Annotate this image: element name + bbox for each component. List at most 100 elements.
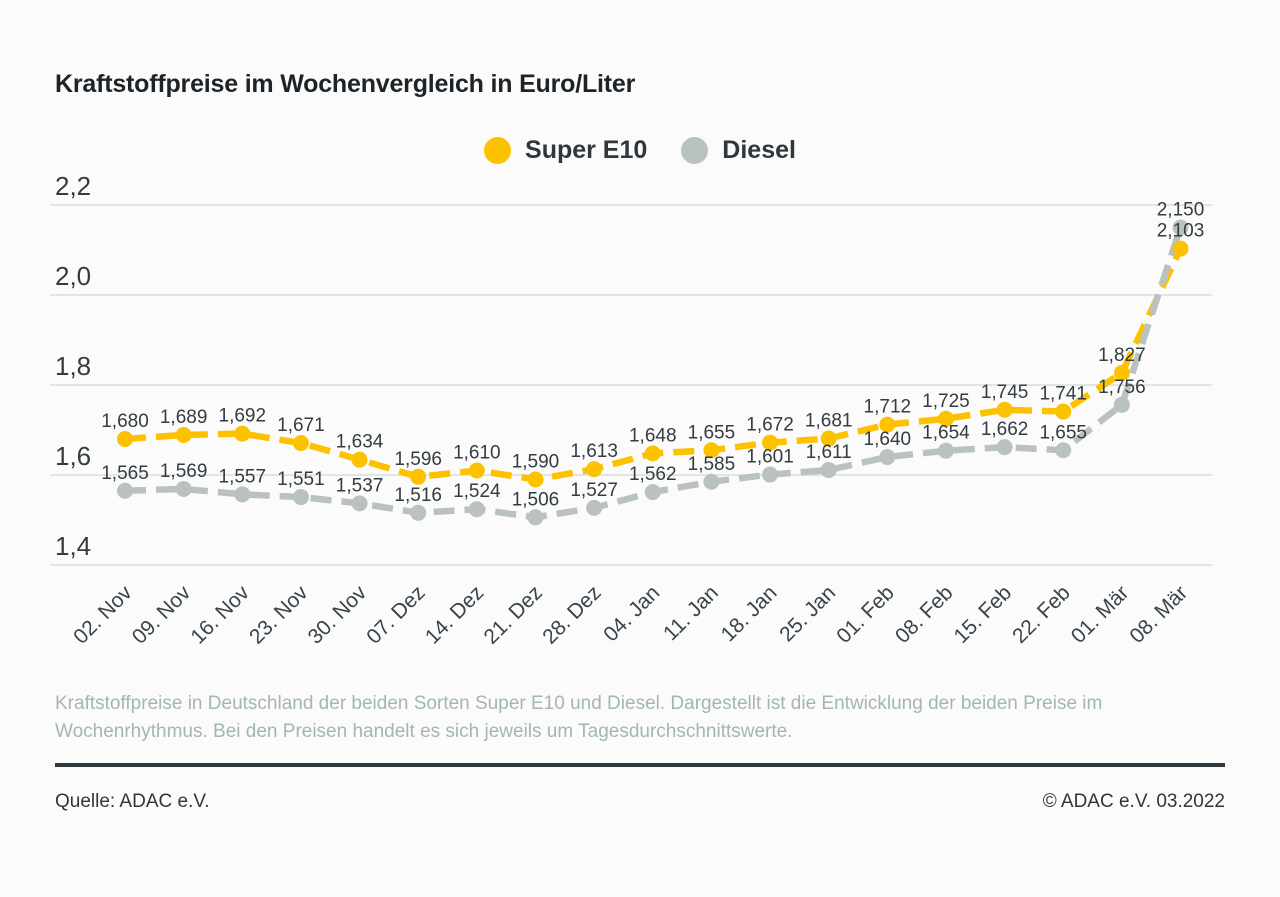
x-axis-tick-label: 30. Nov	[304, 581, 372, 649]
value-label: 1,506	[512, 489, 560, 510]
value-label: 1,692	[219, 406, 267, 427]
data-point-super-e10	[937, 410, 954, 427]
x-axis-tick-label: 22. Feb	[1008, 581, 1075, 648]
data-point-super-e10	[762, 434, 779, 451]
data-point-super-e10	[996, 401, 1013, 418]
chart-legend: Super E10 Diesel	[0, 136, 1280, 165]
value-label: 1,590	[512, 452, 560, 473]
value-label: 1,613	[570, 441, 618, 462]
value-label: 2,150	[1157, 200, 1205, 221]
value-label: 1,569	[160, 461, 208, 482]
legend-label-super-e10: Super E10	[525, 136, 648, 164]
legend-label-diesel: Diesel	[722, 136, 796, 164]
value-label: 1,662	[981, 419, 1029, 440]
value-label: 1,562	[629, 464, 677, 485]
x-axis-tick-label: 02. Nov	[69, 581, 137, 649]
data-point-super-e10	[351, 451, 368, 468]
data-point-super-e10	[1172, 240, 1189, 257]
value-label: 1,680	[101, 411, 149, 432]
value-label: 1,565	[101, 463, 149, 484]
value-label: 1,655	[1039, 422, 1087, 443]
x-axis-tick-label: 16. Nov	[186, 581, 254, 649]
value-label: 1,681	[805, 411, 853, 432]
value-label: 1,524	[453, 481, 501, 502]
data-point-diesel	[351, 495, 368, 512]
data-point-diesel	[468, 501, 485, 518]
data-point-diesel	[292, 489, 309, 506]
value-label: 2,103	[1157, 221, 1205, 242]
x-axis-tick-label: 01. Feb	[832, 581, 899, 648]
y-axis-tick-label: 2,0	[55, 261, 91, 291]
footer-divider	[55, 763, 1225, 767]
data-point-diesel	[879, 449, 896, 465]
value-label: 1,648	[629, 425, 677, 446]
value-label: 1,551	[277, 469, 325, 490]
data-point-diesel	[1055, 442, 1072, 459]
data-point-super-e10	[527, 471, 544, 488]
y-axis-tick-label: 1,8	[55, 351, 91, 381]
data-point-super-e10	[117, 431, 133, 447]
x-axis-tick-label: 23. Nov	[245, 581, 313, 649]
data-point-super-e10	[292, 435, 309, 452]
value-label: 1,655	[688, 422, 736, 443]
x-axis-tick-label: 14. Dez	[421, 581, 488, 648]
value-label: 1,741	[1039, 384, 1087, 405]
data-point-diesel	[234, 486, 251, 503]
data-point-super-e10	[703, 442, 720, 459]
value-label: 1,537	[336, 475, 384, 496]
value-label: 1,516	[394, 485, 442, 506]
data-point-diesel	[1172, 219, 1189, 236]
data-point-diesel	[762, 466, 779, 483]
source-label: Quelle: ADAC e.V.	[55, 791, 210, 812]
data-point-diesel	[1113, 396, 1130, 413]
x-axis-tick-label: 25. Jan	[775, 581, 840, 646]
value-label: 1,634	[336, 432, 384, 453]
value-label: 1,611	[806, 442, 852, 463]
copyright-label: © ADAC e.V. 03.2022	[1042, 791, 1225, 812]
value-label: 1,557	[219, 466, 267, 487]
x-axis-tick-label: 21. Dez	[480, 581, 547, 648]
data-point-super-e10	[468, 462, 485, 479]
x-axis-tick-label: 04. Jan	[599, 581, 664, 646]
value-label: 1,610	[453, 443, 501, 464]
x-axis-tick-label: 08. Mär	[1125, 581, 1192, 648]
value-label: 1,527	[570, 480, 618, 501]
data-point-diesel	[586, 499, 603, 516]
value-label: 1,654	[922, 423, 970, 444]
x-axis-tick-label: 09. Nov	[128, 581, 196, 649]
data-point-super-e10	[1113, 364, 1130, 381]
y-axis-tick-label: 1,4	[55, 531, 91, 561]
value-label: 1,712	[864, 397, 912, 418]
legend-item-super-e10: Super E10	[484, 136, 647, 165]
x-axis-tick-label: 15. Feb	[950, 581, 1017, 648]
data-point-super-e10	[410, 468, 427, 485]
data-point-super-e10	[644, 445, 661, 462]
y-axis-tick-label: 1,6	[55, 441, 91, 471]
page-title: Kraftstoffpreise im Wochenvergleich in E…	[55, 70, 636, 98]
value-label: 1,827	[1098, 345, 1146, 366]
data-point-diesel	[644, 484, 661, 501]
y-axis-tick-label: 2,2	[55, 171, 91, 201]
data-point-diesel	[703, 473, 720, 490]
data-point-diesel	[820, 462, 837, 479]
x-axis-tick-label: 08. Feb	[891, 581, 958, 648]
value-label: 1,640	[864, 429, 912, 450]
data-point-diesel	[117, 482, 133, 499]
value-label: 1,745	[981, 382, 1029, 403]
value-label: 1,585	[688, 454, 736, 475]
value-label: 1,725	[922, 391, 970, 412]
data-point-diesel	[175, 480, 192, 497]
legend-item-diesel: Diesel	[681, 136, 796, 165]
data-point-diesel	[937, 442, 954, 459]
data-point-diesel	[527, 509, 544, 526]
chart-caption: Kraftstoffpreise in Deutschland der beid…	[55, 693, 1103, 742]
super-e10-dot-icon	[484, 137, 512, 164]
value-label: 1,672	[746, 415, 794, 436]
data-point-super-e10	[175, 426, 192, 443]
data-point-super-e10	[234, 425, 251, 442]
footer: Quelle: ADAC e.V. © ADAC e.V. 03.2022	[55, 791, 1225, 813]
data-point-super-e10	[586, 461, 603, 478]
x-axis-tick-label: 18. Jan	[717, 581, 782, 646]
